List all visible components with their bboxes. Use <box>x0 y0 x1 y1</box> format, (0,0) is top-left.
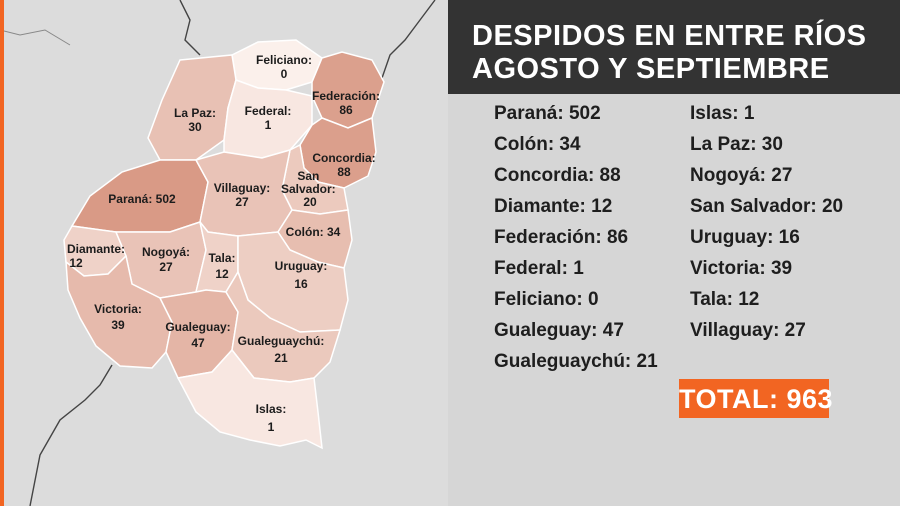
stat-item: Paraná: 502 <box>494 103 601 124</box>
stat-item: Villaguay: 27 <box>690 320 806 341</box>
stat-item: Nogoyá: 27 <box>690 165 793 186</box>
value-nogoya: 27 <box>159 260 173 274</box>
label-tala: Tala: <box>208 251 235 265</box>
accent-edge <box>0 0 4 506</box>
value-gualeguay: 47 <box>191 336 205 350</box>
label-islas: Islas: <box>256 402 287 416</box>
label-diamante: Diamante: <box>67 242 125 256</box>
label-san-salvador: San Salvador: 20 <box>281 169 339 209</box>
label-nogoya: Nogoyá: <box>142 245 190 259</box>
title-line-2: AGOSTO Y SEPTIEMBRE <box>472 53 830 85</box>
label-victoria: Victoria: <box>94 302 142 316</box>
stat-item: La Paz: 30 <box>690 134 783 155</box>
province-map: Feliciano: 0 Federación: 86 La Paz: 30 F… <box>0 0 436 506</box>
dept-islas <box>176 348 323 450</box>
label-villaguay: Villaguay: <box>214 181 270 195</box>
stat-item: Concordia: 88 <box>494 165 621 186</box>
stat-item: Federación: 86 <box>494 227 629 248</box>
value-islas: 1 <box>268 420 275 434</box>
info-panel: DESPIDOS EN ENTRE RÍOS AGOSTO Y SEPTIEMB… <box>448 0 900 506</box>
stat-item: Colón: 34 <box>494 134 581 155</box>
stat-item: Tala: 12 <box>690 289 760 310</box>
label-uruguay: Uruguay: <box>275 259 328 273</box>
stat-item: Gualeguay: 47 <box>494 320 624 341</box>
stat-item: Gualeguaychú: 21 <box>494 351 658 372</box>
label-la-paz: La Paz: <box>174 106 216 120</box>
label-parana: Paraná: 502 <box>108 192 176 206</box>
value-feliciano: 0 <box>281 67 288 81</box>
value-gualeguaychu: 21 <box>274 351 288 365</box>
dept-la-paz <box>147 54 237 161</box>
river-line <box>179 0 201 56</box>
river-line <box>381 0 436 79</box>
stat-item: San Salvador: 20 <box>690 196 844 217</box>
map-panel: Feliciano: 0 Federación: 86 La Paz: 30 F… <box>0 0 436 506</box>
label-gualeguay: Gualeguay: <box>165 320 230 334</box>
stat-item: Feliciano: 0 <box>494 289 599 310</box>
value-tala: 12 <box>215 267 229 281</box>
stats-column-right: Islas: 1 La Paz: 30 Nogoyá: 27 San Salva… <box>690 98 843 346</box>
title-box: DESPIDOS EN ENTRE RÍOS AGOSTO Y SEPTIEMB… <box>448 0 900 94</box>
value-diamante: 12 <box>69 256 83 270</box>
title-line-1: DESPIDOS EN ENTRE RÍOS <box>472 20 867 52</box>
label-concordia: Concordia: <box>312 151 375 165</box>
label-federacion: Federación: <box>312 89 380 103</box>
stat-item: Islas: 1 <box>690 103 755 124</box>
value-victoria: 39 <box>111 318 125 332</box>
value-la-paz: 30 <box>188 120 202 134</box>
value-federal: 1 <box>265 118 272 132</box>
total-badge: TOTAL: 963 <box>679 379 833 418</box>
label-feliciano: Feliciano: <box>256 53 312 67</box>
stat-item: Federal: 1 <box>494 258 584 279</box>
value-concordia: 88 <box>337 165 351 179</box>
label-federal: Federal: <box>245 104 292 118</box>
stat-item: Diamante: 12 <box>494 196 613 217</box>
value-federacion: 86 <box>339 103 353 117</box>
value-villaguay: 27 <box>235 195 249 209</box>
value-uruguay: 16 <box>294 277 308 291</box>
river-line <box>29 364 113 506</box>
river-line <box>0 29 71 46</box>
stat-item: Victoria: 39 <box>690 258 793 279</box>
label-colon: Colón: 34 <box>286 225 341 239</box>
stats-column-left: Paraná: 502 Colón: 34 Concordia: 88 Diam… <box>494 98 658 377</box>
label-gualeguaychu: Gualeguaychú: <box>238 334 325 348</box>
value-san-salvador: 20 <box>303 195 317 209</box>
stat-item: Uruguay: 16 <box>690 227 800 248</box>
